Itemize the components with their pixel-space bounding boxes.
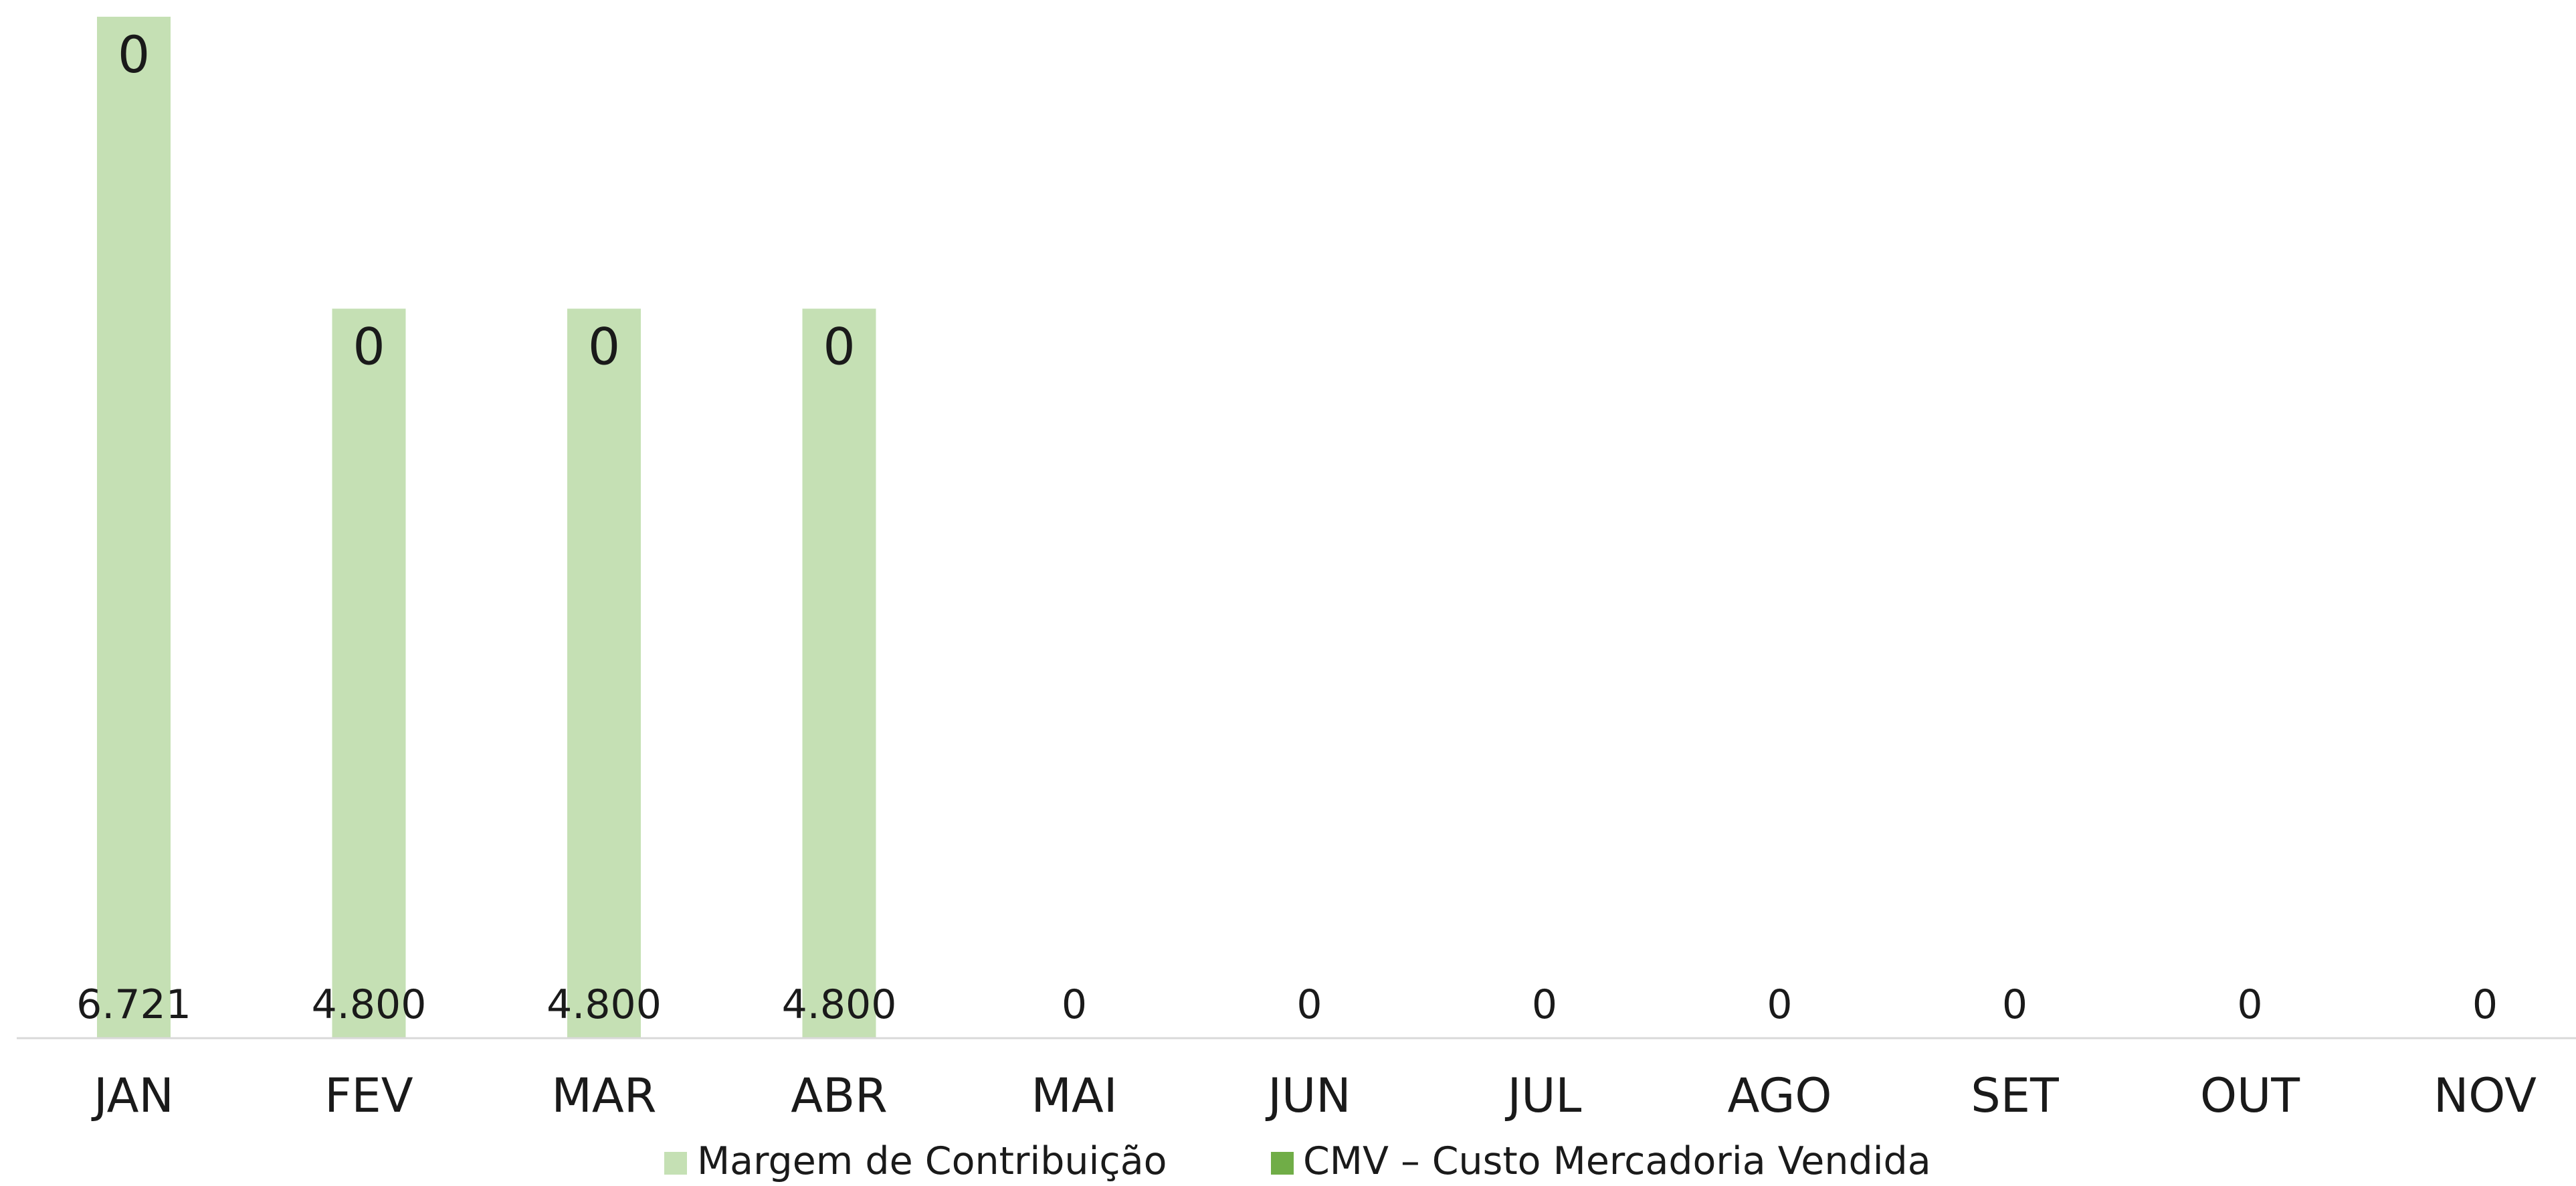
x-tick-label-abr: ABR [791,1068,888,1123]
data-label-margem-fev: 0 [353,316,385,376]
data-label-cmv-set: 0 [2002,981,2027,1028]
x-tick-label-out: OUT [2200,1068,2300,1123]
legend-swatch-margem [664,1152,687,1175]
legend-label-margem: Margem de Contribuição [697,1139,1167,1183]
data-label-cmv-out: 0 [2237,981,2262,1028]
data-label-cmv-mai: 0 [1062,981,1087,1028]
bar-margem-mar [567,308,641,1038]
x-tick-label-mai: MAI [1031,1068,1118,1123]
data-label-margem-mar: 0 [588,316,620,376]
data-label-value-abr: 4.800 [782,981,897,1028]
x-tick-label-set: SET [1971,1068,2059,1123]
data-label-cmv-jul: 0 [1532,981,1557,1028]
bar-margem-fev [332,308,406,1038]
x-tick-label-jan: JAN [91,1068,174,1123]
data-label-value-jan: 6.721 [76,981,191,1028]
bar-margem-abr [802,308,876,1038]
legend-swatch-cmv [1271,1152,1294,1175]
bars-layer [97,17,876,1038]
legend: Margem de Contribuição CMV – Custo Merca… [664,1139,1931,1183]
bar-margem-jan [97,17,171,1038]
data-label-value-fev: 4.800 [312,981,427,1028]
data-label-cmv-ago: 0 [1767,981,1792,1028]
x-tick-label-nov: NOV [2434,1068,2537,1123]
data-labels-layer: 0 6.721 0 4.800 0 4.800 0 4.800 0 0 0 0 0 0 0 [76,25,2498,1028]
x-tick-label-jul: JUL [1505,1068,1582,1123]
x-tick-label-ago: AGO [1728,1068,1832,1123]
data-label-margem-jan: 0 [118,25,150,84]
data-label-cmv-jun: 0 [1296,981,1322,1028]
data-label-value-mar: 4.800 [547,981,662,1028]
x-tick-label-jun: JUN [1265,1068,1351,1123]
legend-label-cmv: CMV – Custo Mercadoria Vendida [1303,1139,1931,1183]
data-label-cmv-nov: 0 [2472,981,2498,1028]
x-tick-label-mar: MAR [552,1068,657,1123]
data-label-margem-abr: 0 [823,316,855,376]
x-axis-tick-labels: JAN FEV MAR ABR MAI JUN JUL AGO SET OUT NOV [91,1068,2537,1123]
x-tick-label-fev: FEV [324,1068,413,1123]
